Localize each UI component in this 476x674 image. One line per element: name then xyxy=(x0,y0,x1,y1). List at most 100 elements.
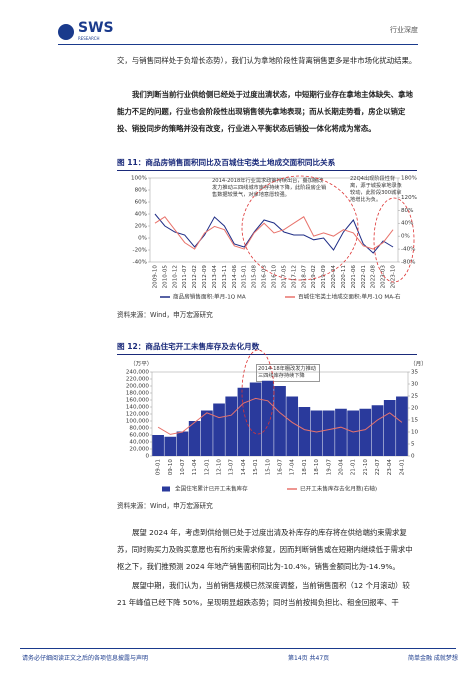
bar xyxy=(188,421,201,456)
bar xyxy=(201,410,213,456)
x-tick-label: 18-10 xyxy=(314,459,320,476)
y2-tick-label: 25 xyxy=(411,394,419,400)
footer-rule xyxy=(20,648,456,649)
bar xyxy=(225,396,238,456)
y-tick-label: 40% xyxy=(135,212,147,218)
y2-tick-label: 80% xyxy=(401,208,413,214)
y-tick-label: 60% xyxy=(135,200,147,206)
x-tick-label: 21-01 xyxy=(351,459,357,476)
x-tick-label: 11-04 xyxy=(192,459,198,476)
x-tick-label: 2010-12 xyxy=(172,265,178,288)
figure-title: 图 11：商品房销售面积同比及百城住宅类土地成交面积同比关系 xyxy=(117,157,417,171)
x-tick-label: 2019-02 xyxy=(311,265,317,288)
y-axis-label: （万平） xyxy=(130,361,152,368)
bar xyxy=(237,387,250,456)
footer-slogan: 简单金融 成就梦想 xyxy=(408,655,458,662)
bar xyxy=(274,386,286,456)
x-tick-label: 2020-04 xyxy=(331,265,337,289)
y-tick-label: 20,000 xyxy=(129,447,149,453)
x-tick-label: 2018-07 xyxy=(301,265,307,289)
y2-tick-label: 10 xyxy=(411,430,419,436)
x-tick-label: 2017-05 xyxy=(281,265,287,289)
legend-label: 全国住宅累计已开工未售库存 xyxy=(175,485,248,493)
x-tick-label: 14-04 xyxy=(241,459,247,476)
logo: SWS xyxy=(78,20,114,36)
y2-tick-label: 120% xyxy=(401,195,417,201)
y-tick-label: 100% xyxy=(131,176,147,182)
y-tick-label: 60,000 xyxy=(129,433,149,439)
x-tick-label: 2022-01 xyxy=(361,265,367,289)
line xyxy=(157,397,403,435)
paragraph: 展望中期，我们认为，当前销售规模已然深度调整，当前销售面积（12 个月滚动）较 … xyxy=(117,581,410,607)
x-tick-label: 09-10 xyxy=(168,459,174,476)
x-tick-label: 18-01 xyxy=(302,459,308,476)
x-tick-label: 2014-06 xyxy=(232,265,238,289)
paragraph: 交，与销售同样处于负增长态势），我们认为拿地阶段性背离销售更多是非市场化扰动结果… xyxy=(117,56,417,65)
y-tick-label: 0 xyxy=(145,454,149,460)
bar xyxy=(335,408,347,456)
legend-label: 已开工未售库存去化月数(右轴) xyxy=(300,485,377,493)
y-tick-label: 80% xyxy=(135,188,147,194)
x-tick-label: 2020-11 xyxy=(341,265,347,289)
y-tick-label: 200,000 xyxy=(126,384,150,390)
y2-tick-label: 20 xyxy=(411,406,419,412)
y2-tick-label: 0% xyxy=(401,234,410,240)
y-tick-label: 0% xyxy=(138,236,147,242)
annotation: 2014-18年棚改发力推动三四线库存持续下降 xyxy=(256,364,320,382)
line xyxy=(154,216,394,250)
x-tick-label: 2017-12 xyxy=(291,265,297,288)
footer-disclaimer: 请务必仔细阅读正文之后的各项信息披露与声明 xyxy=(22,655,149,662)
source: 资料来源：Wind，申万宏源研究 xyxy=(117,311,213,319)
legend-label: 商品房销售面积:单月-1Q MA xyxy=(173,293,246,301)
y2-tick-label: 15 xyxy=(411,418,419,424)
y-tick-label: 80,000 xyxy=(129,426,149,432)
x-tick-label: 16-07 xyxy=(278,459,284,476)
x-tick-label: 2013-11 xyxy=(222,265,228,289)
bar xyxy=(164,436,177,456)
x-tick-label: 2012-02 xyxy=(192,265,198,288)
paragraph: 我们判断当前行业供给侧已经处于过度出清状态，中短期行业存在拿地主体缺失、拿地能力… xyxy=(117,90,413,133)
bar xyxy=(152,435,164,456)
x-tick-label: 22-07 xyxy=(375,459,381,476)
x-tick-label: 2021-06 xyxy=(351,265,357,289)
bar xyxy=(286,396,299,456)
x-tick-label: 2015-08 xyxy=(252,265,258,289)
bar xyxy=(310,410,323,456)
bar xyxy=(371,405,384,456)
x-tick-label: 2016-10 xyxy=(272,265,278,289)
x-tick-label: 12-10 xyxy=(217,459,223,476)
logo-mark xyxy=(58,24,74,40)
x-tick-label: 2016-03 xyxy=(262,265,268,289)
header-rule xyxy=(58,44,418,45)
highlight-ellipse xyxy=(373,197,415,283)
x-tick-label: 19-07 xyxy=(326,459,332,476)
y-tick-label: 120,000 xyxy=(126,412,150,418)
y-tick-label: 140,000 xyxy=(126,405,150,411)
y-tick-label: 220,000 xyxy=(126,377,150,383)
y2-tick-label: 35 xyxy=(411,370,419,376)
x-tick-label: 2015-01 xyxy=(242,265,248,289)
bar xyxy=(261,380,274,456)
x-tick-label: 2009-10 xyxy=(152,265,158,289)
legend-swatch xyxy=(162,486,170,492)
x-tick-label: 17-04 xyxy=(290,459,296,476)
y-tick-label: -40% xyxy=(133,260,147,266)
x-tick-label: 20-04 xyxy=(338,459,344,476)
y-tick-label: 240,000 xyxy=(126,370,150,376)
x-tick-label: 2013-04 xyxy=(212,265,218,289)
x-tick-label: 15-10 xyxy=(265,459,271,476)
bar xyxy=(298,407,311,456)
bar xyxy=(176,431,189,456)
footer-page: 第14页 共47页 xyxy=(288,655,330,662)
x-tick-label: 24-01 xyxy=(399,459,405,476)
y-tick-label: -20% xyxy=(133,248,147,254)
x-tick-label: 13-07 xyxy=(229,459,235,476)
bar xyxy=(347,410,359,456)
annotation: 2014-2018年行业需求政策持续出台，叠加棚改发力推动三四线城市库存持续下降… xyxy=(212,178,328,199)
x-tick-label: 2022-08 xyxy=(371,265,377,289)
x-tick-label: 09-01 xyxy=(156,459,162,476)
x-tick-label: 23-04 xyxy=(387,459,393,476)
x-tick-label: 2023-10 xyxy=(391,265,397,289)
x-tick-label: 2010-05 xyxy=(162,265,168,289)
